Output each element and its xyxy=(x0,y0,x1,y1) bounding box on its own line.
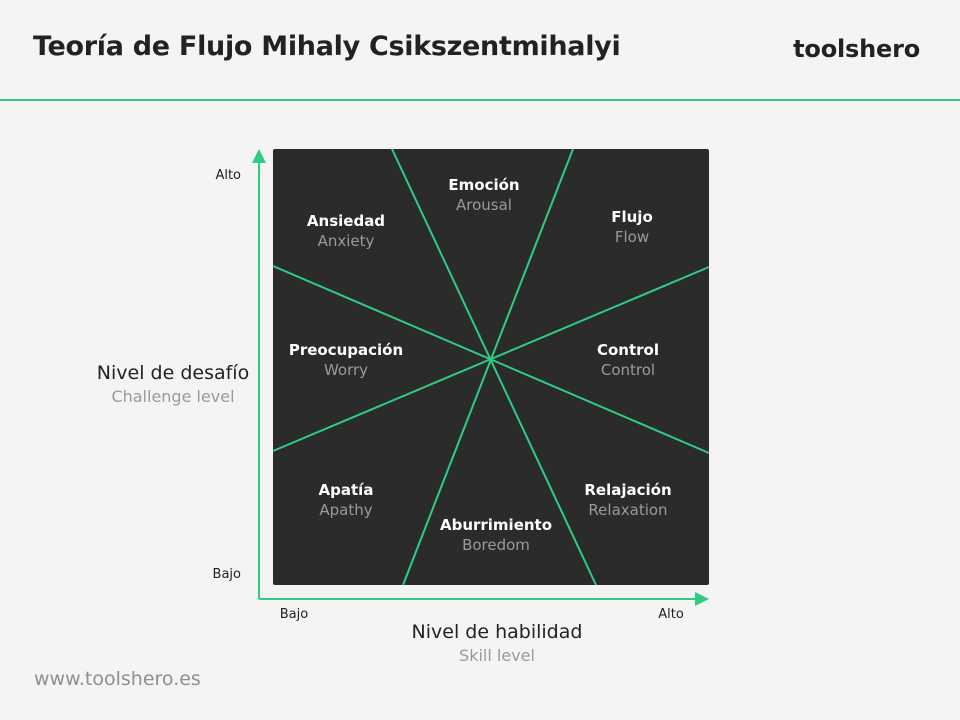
divider-line xyxy=(391,148,597,586)
zone-label: Preocupación xyxy=(289,341,403,359)
x-axis-low-label: Bajo xyxy=(280,607,308,622)
zone-label: Control xyxy=(597,341,659,359)
zone-apathy: Apatía Apathy xyxy=(319,481,374,519)
zone-sublabel: Flow xyxy=(615,228,649,246)
zone-sublabel: Apathy xyxy=(319,501,372,519)
zone-worry: Preocupación Worry xyxy=(289,341,403,379)
brand-logo: toolshero xyxy=(793,35,920,63)
zone-boredom: Aburrimiento Boredom xyxy=(440,516,552,554)
y-axis-subtitle: Challenge level xyxy=(111,387,234,406)
zone-sublabel: Control xyxy=(601,361,655,379)
footer-website-url: www.toolshero.es xyxy=(34,668,201,690)
zone-sublabel: Arousal xyxy=(456,196,512,214)
zone-dividers xyxy=(272,148,710,586)
x-axis-subtitle: Skill level xyxy=(459,646,535,665)
x-axis-arrow xyxy=(695,592,709,606)
y-axis-arrow xyxy=(252,149,266,163)
zone-label: Aburrimiento xyxy=(440,516,552,534)
zone-label: Apatía xyxy=(319,481,374,499)
x-axis-high-label: Alto xyxy=(658,607,684,622)
zone-label: Relajación xyxy=(584,481,671,499)
zone-label: Emoción xyxy=(448,176,519,194)
divider-line xyxy=(402,148,574,586)
zone-relaxation: Relajación Relaxation xyxy=(584,481,671,519)
divider-line xyxy=(272,266,710,452)
zone-control: Control Control xyxy=(597,341,659,379)
diagram-panel xyxy=(273,149,709,585)
y-axis-low-label: Bajo xyxy=(213,567,241,582)
header-divider xyxy=(0,99,960,101)
zone-label: Flujo xyxy=(611,208,653,226)
x-axis-title: Nivel de habilidad xyxy=(412,621,583,643)
zone-flow: Flujo Flow xyxy=(611,208,653,246)
axes xyxy=(252,149,709,606)
zone-sublabel: Anxiety xyxy=(318,232,375,250)
zone-anxiety: Ansiedad Anxiety xyxy=(307,212,385,250)
zone-sublabel: Worry xyxy=(324,361,368,379)
zone-label: Ansiedad xyxy=(307,212,385,230)
page-title: Teoría de Flujo Mihaly Csikszentmihalyi xyxy=(33,31,621,62)
y-axis-high-label: Alto xyxy=(215,168,241,183)
y-axis-title: Nivel de desafío xyxy=(97,362,249,384)
zone-sublabel: Relaxation xyxy=(588,501,667,519)
zone-sublabel: Boredom xyxy=(462,536,530,554)
zone-arousal: Emoción Arousal xyxy=(448,176,519,214)
